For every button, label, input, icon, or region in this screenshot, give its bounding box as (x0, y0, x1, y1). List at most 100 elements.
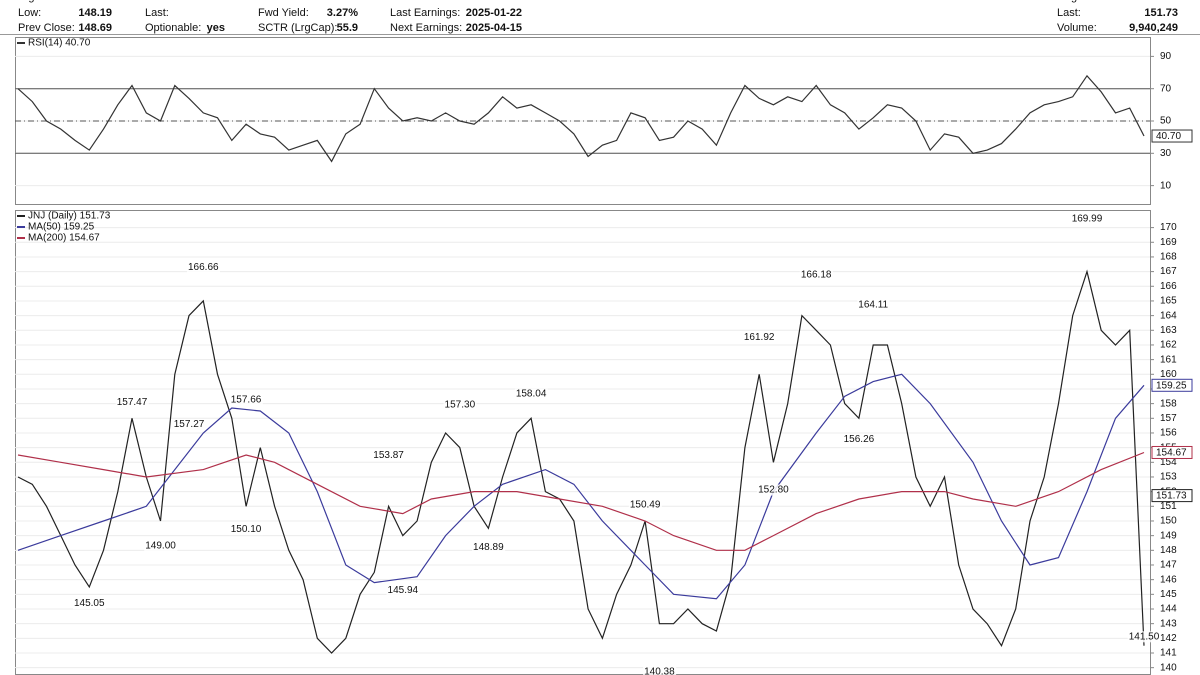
header-value: yes (207, 22, 225, 34)
header-value: 2025-04-15 (466, 22, 522, 34)
y-tick-label: 143 (1160, 618, 1177, 629)
annotation: 140.38 (644, 667, 675, 675)
annotation: 145.05 (74, 598, 105, 609)
last-value-box (1151, 129, 1193, 143)
y-tick-label: 153 (1160, 472, 1177, 483)
header-label: Chg: (1057, 0, 1080, 3)
y-tick-label: 154 (1160, 457, 1177, 468)
header-label: Fwd Yield: (258, 7, 309, 19)
y-tick-label: 168 (1160, 252, 1177, 263)
annotation: 164.11 (858, 300, 888, 311)
header-label: Low: (18, 7, 41, 19)
header-label: Last: (1057, 7, 1081, 19)
last-value-box (1151, 489, 1193, 503)
header-label: EPS: (390, 0, 415, 3)
annotation-bg (799, 269, 833, 281)
header-label: Next Earnings: (390, 22, 462, 34)
annotation: 157.66 (231, 394, 262, 405)
y-tick-label: 157 (1160, 413, 1177, 424)
y-tick-label: 167 (1160, 266, 1177, 277)
legend-entry: MA(50) 159.25 (28, 222, 95, 233)
annotation: 161.92 (744, 332, 775, 343)
header-value: 5.80 (501, 0, 522, 3)
y-tick-label: 145 (1160, 589, 1177, 600)
header-value: 148.19 (78, 7, 112, 19)
y-tick-label: 151 (1160, 501, 1177, 512)
last-value-box (1151, 445, 1193, 459)
annotation-bg (115, 397, 149, 409)
annotation: 148.89 (473, 542, 504, 553)
header-label: Last Earnings: (390, 7, 460, 19)
y-tick-label: 166 (1160, 281, 1177, 292)
last-value-box (1151, 378, 1193, 392)
annotation-bg (443, 399, 477, 411)
header-value: 2025-01-22 (466, 7, 522, 19)
annotation-bg (857, 299, 890, 311)
y-tick-label: 163 (1160, 325, 1177, 336)
y-tick-label: 144 (1160, 604, 1177, 615)
last-value-label: 159.25 (1156, 380, 1187, 391)
y-tick-label: 147 (1160, 560, 1177, 571)
y-tick-label: 148 (1160, 545, 1177, 556)
y-tick-label: 141 (1160, 648, 1177, 659)
last-value-label: 154.67 (1156, 448, 1187, 459)
annotation: 166.18 (801, 269, 832, 280)
header-value: 55.9 (337, 22, 358, 34)
legend-entry: JNJ (Daily) 151.73 (28, 211, 111, 222)
header-label: High: (18, 0, 44, 3)
y-tick-label: 50 (1160, 116, 1172, 127)
annotation: 141.50 (1129, 631, 1160, 642)
annotation: 156.26 (844, 434, 875, 445)
header-value: 3.27% (327, 7, 358, 19)
annotation-bg (742, 331, 776, 343)
annotation-bg (1070, 213, 1104, 225)
series-line (17, 269, 1145, 654)
y-tick-label: 90 (1160, 51, 1172, 62)
legend-entry: RSI(14) 40.70 (28, 38, 91, 49)
annotation-bg (514, 388, 548, 400)
y-tick-label: 156 (1160, 428, 1177, 439)
y-tick-label: 160 (1160, 369, 1177, 380)
y-tick-label: 162 (1160, 340, 1177, 351)
y-tick-label: 146 (1160, 574, 1177, 585)
y-tick-label: 30 (1160, 148, 1172, 159)
annotation-bg (372, 449, 406, 461)
annotation-bg (472, 541, 506, 553)
annotation-bg (144, 540, 178, 552)
annotation-bg (1127, 631, 1161, 643)
annotation: 149.00 (145, 540, 176, 551)
annotation: 169.99 (1072, 213, 1103, 224)
annotation: 157.47 (117, 397, 148, 408)
header-value: +3.04 (1150, 0, 1179, 3)
annotation-bg (643, 666, 677, 675)
annotation: 145.94 (388, 585, 419, 596)
y-tick-label: 164 (1160, 310, 1177, 321)
header-label: Volume: (1057, 22, 1097, 34)
annotation-bg (229, 394, 263, 406)
header-label: SCTR (LrgCap): (258, 22, 337, 34)
y-tick-label: 169 (1160, 237, 1177, 248)
annotation: 153.87 (373, 450, 404, 461)
header-value: 9,940,249 (1129, 22, 1178, 34)
last-value-label: 40.70 (1156, 131, 1181, 142)
annotation-bg (172, 418, 206, 430)
annotation-bg (628, 499, 662, 511)
header-label: Bid: (145, 0, 164, 3)
series-line (17, 373, 1145, 600)
annotation-bg (757, 484, 791, 496)
annotation: 157.27 (174, 419, 205, 430)
annotation: 158.04 (516, 389, 547, 400)
y-tick-label: 165 (1160, 296, 1177, 307)
header-value: 4.96 (337, 0, 358, 3)
annotation-bg (72, 598, 106, 610)
annotation-bg (386, 585, 420, 597)
y-tick-label: 140 (1160, 662, 1177, 673)
annotation: 157.30 (445, 400, 476, 411)
header-value: 151.73 (1144, 7, 1178, 19)
annotation: 166.66 (188, 262, 219, 273)
y-tick-label: 158 (1160, 398, 1177, 409)
annotation-bg (842, 433, 876, 445)
